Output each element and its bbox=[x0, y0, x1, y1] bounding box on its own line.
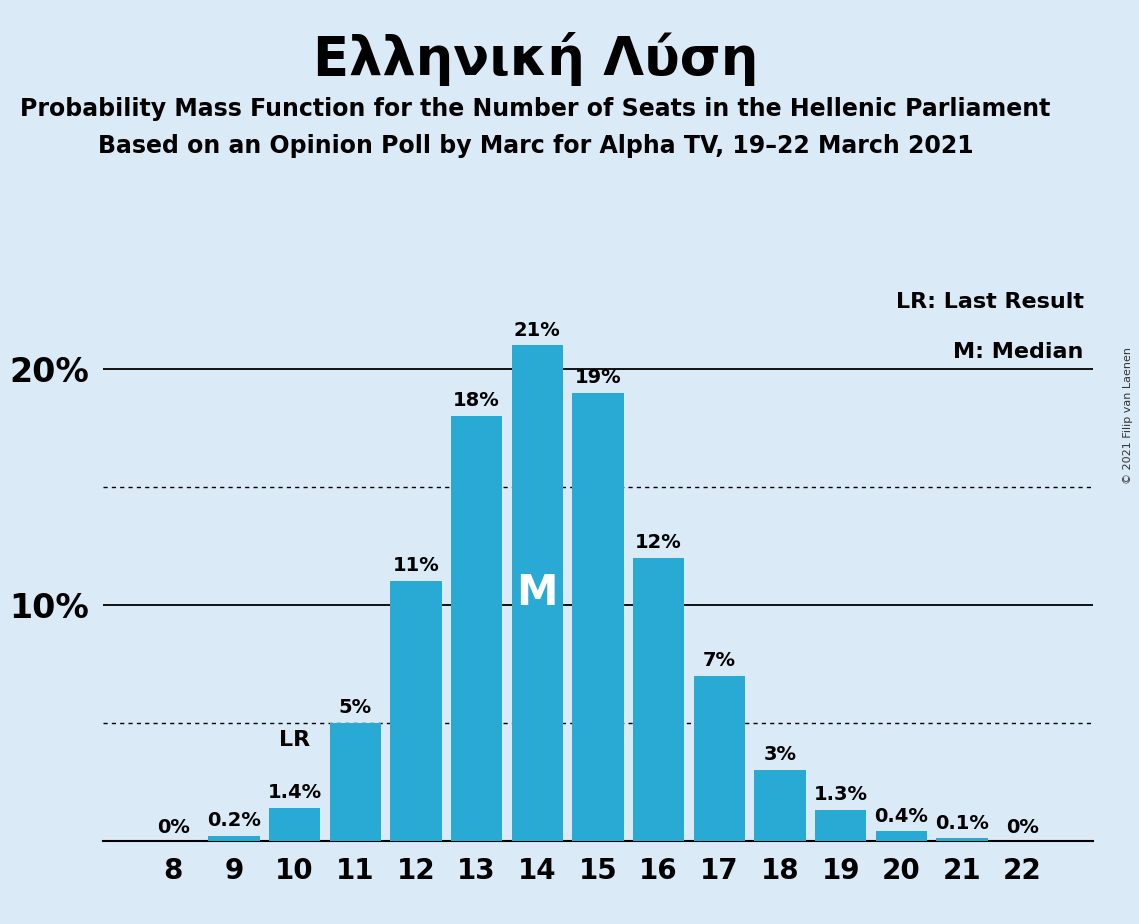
Text: 0.2%: 0.2% bbox=[207, 811, 261, 831]
Text: M: M bbox=[517, 572, 558, 614]
Text: 1.3%: 1.3% bbox=[813, 785, 868, 804]
Bar bbox=[511, 346, 563, 841]
Text: © 2021 Filip van Laenen: © 2021 Filip van Laenen bbox=[1123, 347, 1133, 484]
Text: Probability Mass Function for the Number of Seats in the Hellenic Parliament: Probability Mass Function for the Number… bbox=[21, 97, 1050, 121]
Text: M: Median: M: Median bbox=[953, 342, 1083, 362]
Text: 3%: 3% bbox=[763, 745, 796, 764]
Bar bbox=[572, 393, 624, 841]
Text: 7%: 7% bbox=[703, 650, 736, 670]
Bar bbox=[633, 558, 685, 841]
Text: 19%: 19% bbox=[575, 368, 621, 387]
Text: 11%: 11% bbox=[393, 556, 440, 576]
Text: 5%: 5% bbox=[338, 698, 372, 717]
Bar bbox=[694, 675, 745, 841]
Text: 18%: 18% bbox=[453, 391, 500, 410]
Text: 0%: 0% bbox=[157, 818, 190, 836]
Bar bbox=[329, 723, 382, 841]
Text: 12%: 12% bbox=[636, 533, 682, 552]
Bar bbox=[208, 836, 260, 841]
Bar bbox=[814, 810, 867, 841]
Bar bbox=[391, 581, 442, 841]
Text: Based on an Opinion Poll by Marc for Alpha TV, 19–22 March 2021: Based on an Opinion Poll by Marc for Alp… bbox=[98, 134, 973, 158]
Text: Ελληνική Λύση: Ελληνική Λύση bbox=[312, 32, 759, 86]
Bar bbox=[876, 832, 927, 841]
Bar bbox=[754, 770, 805, 841]
Bar bbox=[936, 838, 988, 841]
Text: 21%: 21% bbox=[514, 321, 560, 339]
Text: 1.4%: 1.4% bbox=[268, 783, 321, 802]
Bar bbox=[451, 416, 502, 841]
Text: 0%: 0% bbox=[1006, 818, 1039, 836]
Text: 0.1%: 0.1% bbox=[935, 814, 989, 833]
Bar bbox=[269, 808, 320, 841]
Text: 0.4%: 0.4% bbox=[875, 807, 928, 825]
Text: LR: Last Result: LR: Last Result bbox=[895, 292, 1083, 312]
Text: LR: LR bbox=[279, 730, 310, 750]
